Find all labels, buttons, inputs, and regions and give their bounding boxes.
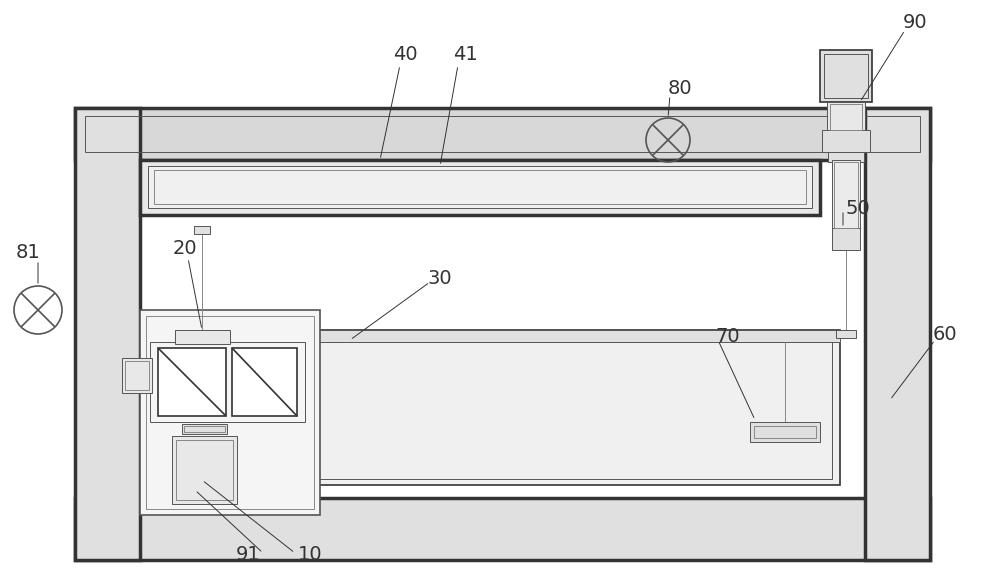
Text: 20: 20 [173, 238, 197, 258]
Text: 40: 40 [393, 46, 417, 65]
Bar [140, 160, 820, 215]
Bar [176, 440, 233, 500]
Bar [75, 498, 930, 560]
Text: 30: 30 [428, 268, 452, 288]
Bar [865, 108, 930, 560]
Bar [172, 436, 237, 504]
Bar [836, 330, 856, 338]
Text: 91: 91 [236, 545, 260, 565]
Bar [750, 422, 820, 442]
Bar [820, 50, 872, 102]
Bar [827, 102, 865, 132]
Bar [75, 108, 930, 160]
Text: 10: 10 [298, 545, 322, 565]
Text: 81: 81 [16, 242, 40, 261]
Bar [148, 166, 812, 208]
Bar [754, 426, 816, 438]
Bar [158, 348, 226, 416]
Bar [834, 162, 858, 228]
Bar [182, 424, 227, 434]
Bar [75, 108, 140, 560]
Bar [828, 152, 864, 162]
Bar [140, 330, 840, 342]
Bar [122, 358, 152, 393]
Bar [140, 310, 320, 515]
Text: 90: 90 [903, 12, 927, 32]
Bar [822, 130, 870, 152]
Bar [125, 361, 149, 390]
Bar [194, 226, 210, 234]
Bar [154, 170, 806, 204]
Text: 41: 41 [453, 46, 477, 65]
Bar [824, 54, 868, 98]
Text: 80: 80 [668, 79, 692, 97]
Bar [232, 348, 297, 416]
Text: 70: 70 [716, 328, 740, 346]
Bar [830, 104, 862, 130]
Text: 60: 60 [933, 326, 957, 345]
Bar [832, 160, 860, 230]
Bar [146, 316, 314, 509]
Text: 50: 50 [846, 198, 870, 218]
Bar [140, 330, 840, 485]
Bar [832, 228, 860, 250]
Bar [148, 336, 832, 479]
Bar [175, 330, 230, 344]
Bar [150, 342, 305, 422]
Bar [184, 426, 225, 432]
Bar [85, 116, 920, 152]
